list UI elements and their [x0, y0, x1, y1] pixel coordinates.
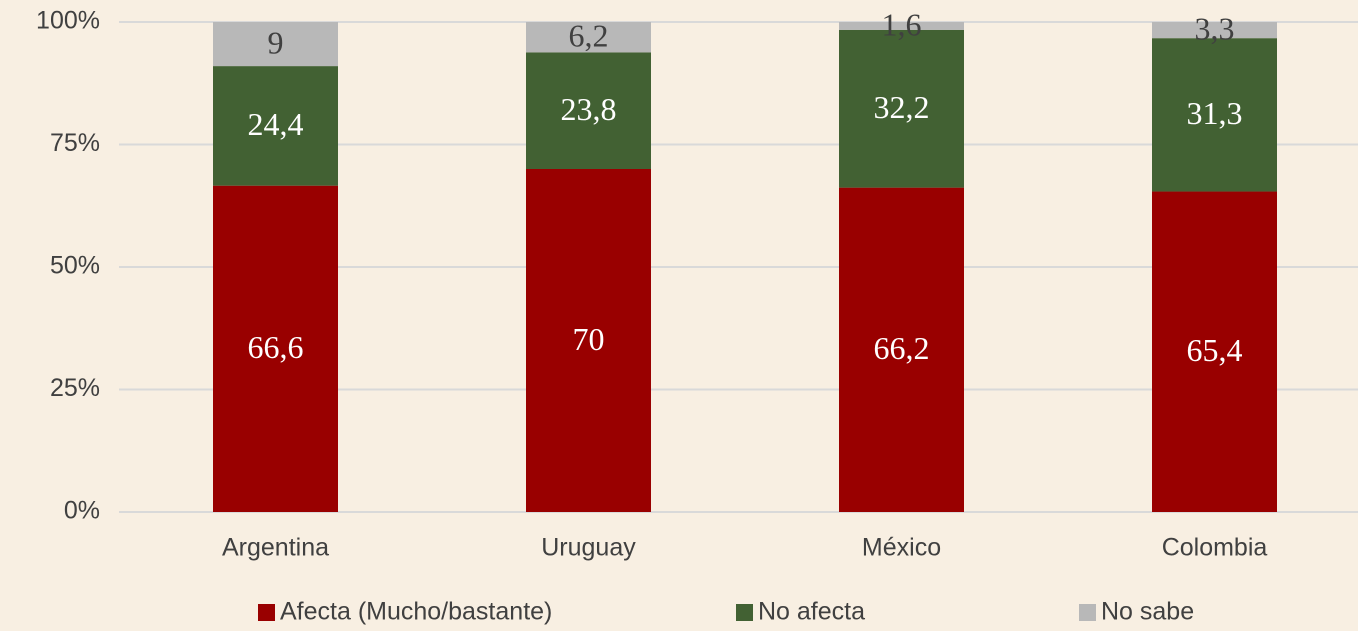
data-label: 32,2	[874, 89, 930, 125]
bar-segment	[526, 52, 651, 169]
bar-segment	[839, 29, 964, 188]
data-label: 24,4	[248, 106, 304, 142]
bar-segment	[1152, 38, 1277, 192]
bar-segment	[213, 185, 338, 512]
bar-segment	[526, 22, 651, 53]
data-label: 31,3	[1187, 95, 1243, 131]
bar-segment	[213, 22, 338, 67]
legend-label: No afecta	[758, 598, 865, 626]
bar-segment	[1152, 22, 1277, 39]
data-label: 3,3	[1195, 10, 1235, 46]
data-label: 70	[573, 321, 605, 357]
data-label: 9	[268, 24, 284, 60]
y-tick-label: 0%	[64, 497, 100, 525]
x-tick-label: Uruguay	[541, 534, 636, 562]
bar-segment	[213, 66, 338, 186]
data-label: 65,4	[1187, 332, 1243, 368]
data-label: 23,8	[561, 91, 617, 127]
y-tick-label: 25%	[50, 374, 100, 402]
legend-swatch	[258, 604, 275, 621]
data-label: 6,2	[569, 18, 609, 54]
bar-segment	[839, 187, 964, 512]
data-label: 66,2	[874, 330, 930, 366]
bar-segment	[839, 22, 964, 30]
legend-label: Afecta (Mucho/bastante)	[280, 598, 552, 626]
x-tick-label: Colombia	[1162, 534, 1268, 562]
legend-swatch	[1079, 604, 1096, 621]
x-tick-label: México	[862, 534, 941, 562]
bar-segment	[526, 169, 651, 512]
legend-label: No sabe	[1101, 598, 1194, 626]
x-tick-label: Argentina	[222, 534, 329, 562]
y-tick-label: 100%	[36, 7, 100, 35]
bar-segment	[1152, 191, 1277, 513]
data-label: 1,6	[882, 6, 922, 42]
y-tick-label: 75%	[50, 129, 100, 157]
data-label: 66,6	[248, 329, 304, 365]
legend-swatch	[736, 604, 753, 621]
y-tick-label: 50%	[50, 252, 100, 280]
